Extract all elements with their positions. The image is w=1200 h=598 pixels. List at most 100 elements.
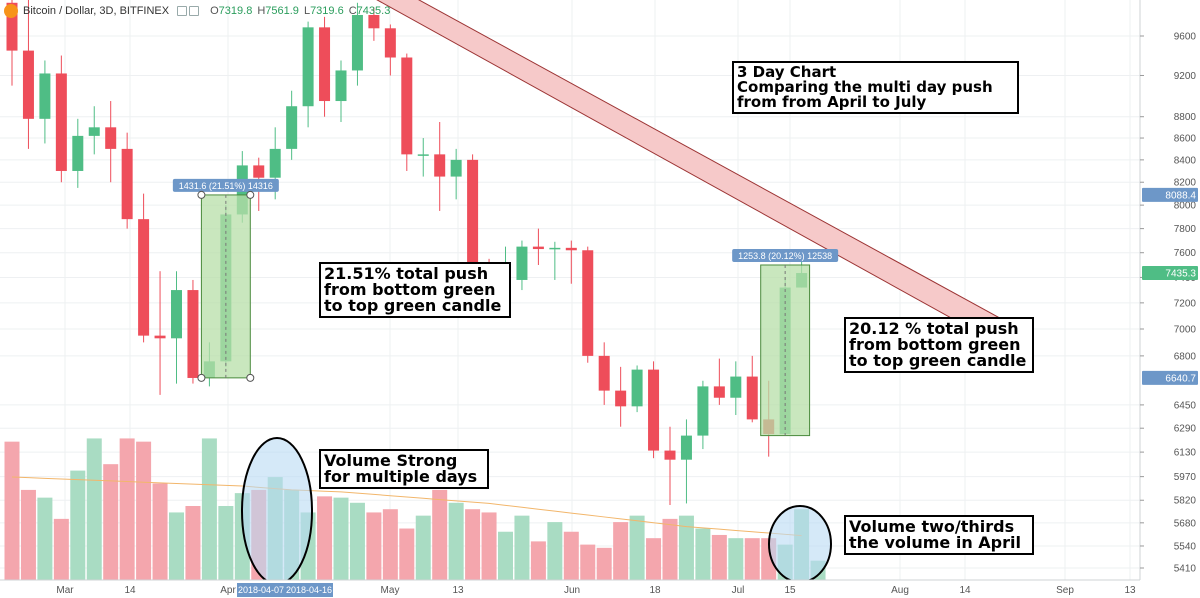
volume-bar [169,512,184,580]
time-tick-label: 13 [452,585,464,596]
volume-bar [678,515,694,580]
volume-bar [53,518,69,580]
chart-header: Bitcoin / Dollar, 3D, BITFINEX O 7319.8 H… [0,0,390,22]
candle-body [746,376,758,420]
time-tick-label: Jul [732,585,745,596]
price-tick-label: 9200 [1174,71,1197,82]
volume-ellipse-july[interactable] [768,505,832,583]
symbol-title[interactable]: Bitcoin / Dollar, 3D, BITFINEX [23,5,170,17]
annotation-line: Volume Strong [324,451,457,470]
settings-icon[interactable] [189,6,200,16]
annotation-box[interactable] [319,262,511,318]
volume-bar [547,522,563,580]
volume-ellipse-april[interactable] [241,437,313,585]
annotation-box[interactable] [844,515,1034,555]
volume-bar [563,531,579,580]
candle-body [88,127,100,136]
volume-bar [662,518,678,580]
price-tick-label: 7000 [1174,324,1197,335]
time-tick-label: Aug [891,585,909,596]
candle-body [154,335,166,339]
time-axis[interactable]: Mar 14 Apr May 13 Jun 18 Jul 15 Aug 14 Sep 13 2018-04… [0,579,1200,598]
volume-moving-average [11,476,802,537]
price-tick-label: 7200 [1174,298,1197,309]
volume-bar [103,464,119,580]
measure-handle[interactable] [197,373,206,382]
annotation-box[interactable] [319,449,489,489]
candle-body [680,435,692,460]
annotation-line: to top green candle [324,296,501,315]
price-marker [1142,187,1198,202]
time-tick-label: Jun [564,585,580,596]
volume-bar [86,438,102,580]
candle-body [335,70,347,102]
candle-body [467,159,479,275]
price-tick-label: 5970 [1174,472,1197,483]
volume-bar [596,547,612,580]
time-tick-label: 14 [959,585,971,596]
price-tick-label: 6450 [1174,400,1197,411]
volume-bar [695,528,711,580]
ohlc-close-key: C [348,5,357,17]
price-tick-label: 7800 [1174,224,1197,235]
volume-bar [399,528,415,580]
price-axis[interactable]: 5410 5540 5680 5820 5970 6130 6290 6450 6800 7000… [1139,0,1200,580]
time-highlight-label: 2018-04-16 [286,585,332,595]
annotation-line: 20.12 % total push [849,319,1019,338]
measure-handle[interactable] [246,190,255,199]
annotation-box[interactable] [844,317,1034,373]
annotation-line: for multiple days [324,467,477,486]
volume-bar [37,497,53,580]
volume-bar [432,489,448,580]
price-tick-label: 6130 [1174,448,1197,459]
candle-body [615,390,627,407]
volume-bar [349,502,365,580]
candle-body [72,135,84,171]
candle-body [253,165,265,178]
candle-body [516,246,528,280]
volume-bar [415,515,431,580]
price-tick-label: 5410 [1174,564,1197,575]
header-controls[interactable] [177,6,200,16]
volume-bar [333,497,349,580]
visibility-icon[interactable] [177,6,188,16]
volume-bar [481,512,497,580]
volume-bar [152,483,168,580]
volume-bar [744,538,760,580]
ohlc-open-key: O [210,5,219,17]
price-tick-label: 8400 [1174,155,1197,166]
candle-body [55,73,67,171]
price-marker [1142,370,1198,385]
volume-ellipses[interactable] [241,437,832,585]
price-marker [1142,266,1198,281]
time-highlight-label: 2018-04-07 [238,585,284,595]
volume-bar [646,538,662,580]
measure-handle[interactable] [246,373,255,382]
annotation-line: from from April to July [737,93,927,111]
candle-body [730,376,742,398]
time-axis-bg [0,580,1200,598]
volume-bar [580,544,596,580]
price-tick-label: 5540 [1174,541,1197,552]
volume-bar [317,496,333,580]
volume-bar [70,470,86,580]
ohlc-close-value: 7435.3 [356,5,391,17]
price-tick-label: 8000 [1174,201,1197,212]
candle-body [417,154,429,156]
volume-bar [448,502,464,580]
candle-body [302,27,314,107]
measure-handle[interactable] [197,190,206,199]
measure-tools[interactable]: 1431.6 (21.51%) 14316 1253.8 (20.12%) 125… [172,178,839,437]
candle-body [319,27,331,102]
candle-body [368,14,380,29]
candle-body [434,154,446,177]
volume-bar [136,441,152,580]
candle-body [664,450,676,460]
annotation-box[interactable] [732,61,1019,114]
volume-bar [514,515,530,580]
volume-bar [119,438,135,580]
volume-bar [20,489,36,580]
time-highlight-bg [285,583,333,597]
